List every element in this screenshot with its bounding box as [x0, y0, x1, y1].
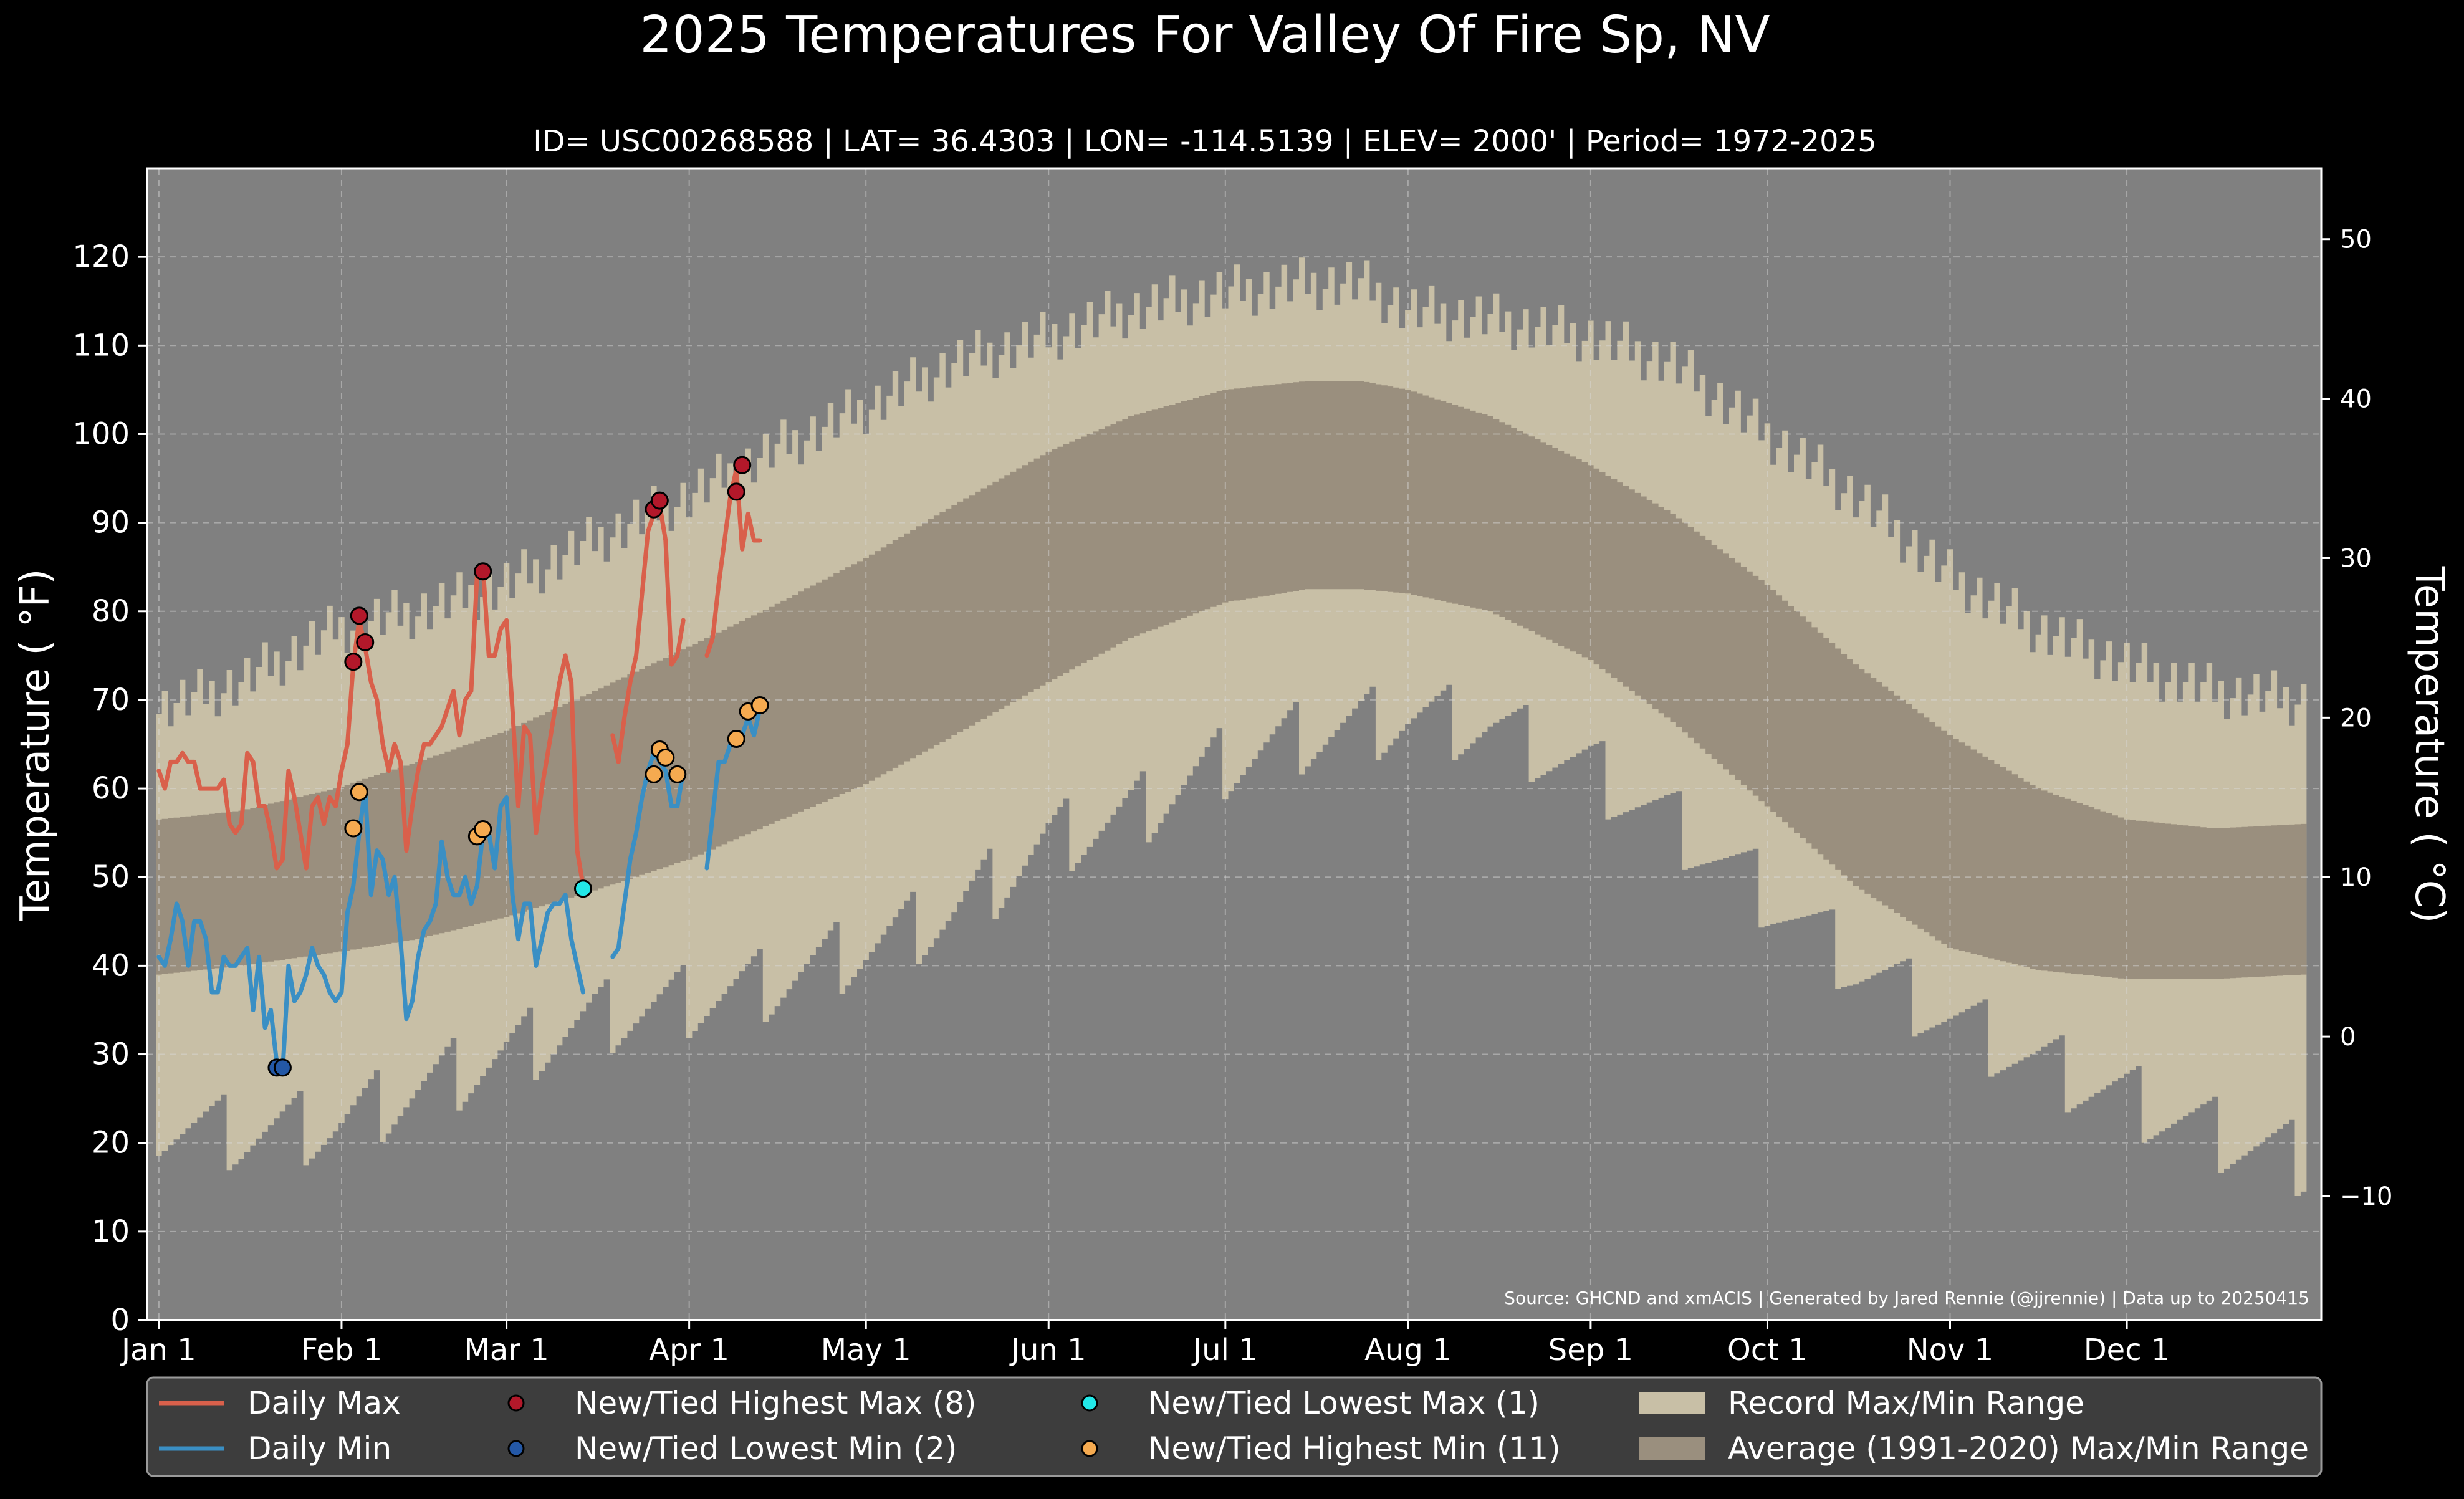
- record-point: [344, 653, 363, 671]
- record-point: [273, 1058, 292, 1077]
- legend-label: New/Tied Highest Max (8): [575, 1385, 977, 1421]
- y-tick-label: 80: [92, 594, 130, 629]
- legend-patch-swatch: [1639, 1392, 1705, 1414]
- y-tick-label-right: 50: [2340, 226, 2372, 254]
- y-tick-label-right: −10: [2340, 1182, 2392, 1211]
- y-tick-label-right: 10: [2340, 863, 2372, 892]
- plot-area: 0 10 20 30 40 50 60 70 80 90 100 110 120 −10 0 10 20 30 40…: [72, 167, 2392, 1367]
- y-tick-label: 100: [72, 416, 130, 451]
- x-tick-label: Nov 1: [1907, 1333, 1993, 1367]
- record-point: [573, 879, 592, 898]
- series-line: [610, 502, 686, 764]
- legend-box: [146, 1376, 2323, 1477]
- legend-label: Record Max/Min Range: [1728, 1385, 2084, 1421]
- record-point: [350, 783, 368, 802]
- legend-patch-swatch: [1639, 1437, 1705, 1460]
- y-axis-label-right: Temperature ( °C): [2406, 566, 2452, 924]
- y-tick-label: 70: [92, 682, 130, 717]
- series-line: [156, 786, 585, 1075]
- record-point: [668, 765, 687, 783]
- record-point: [645, 765, 663, 783]
- y-axis-label-left: Temperature ( °F): [12, 569, 59, 922]
- x-tick-label: Oct 1: [1727, 1333, 1808, 1367]
- x-tick-label: Jun 1: [1009, 1333, 1086, 1367]
- x-tick-label: Dec 1: [2084, 1333, 2170, 1367]
- y-tick-label-right: 20: [2340, 704, 2372, 732]
- record-point: [650, 491, 669, 510]
- legend: Daily Max Daily Min New/Tied Highest Max (…: [146, 1376, 2323, 1477]
- legend-dot-swatch: [507, 1394, 525, 1412]
- plot-frame: [146, 167, 2323, 1321]
- legend-label: Average (1991-2020) Max/Min Range: [1728, 1430, 2309, 1467]
- record-point: [727, 482, 745, 501]
- x-tick-label: Feb 1: [301, 1333, 383, 1367]
- legend-dot-swatch: [1081, 1440, 1098, 1457]
- average-range-band: [156, 381, 2307, 979]
- record-point: [727, 729, 745, 748]
- record-point: [656, 748, 675, 767]
- y-tick-label: 50: [92, 860, 130, 894]
- x-tick-label: Aug 1: [1364, 1333, 1452, 1367]
- chart-title: 2025 Temperatures For Valley Of Fire Sp,…: [640, 6, 1770, 65]
- x-tick-label: Sep 1: [1548, 1333, 1633, 1367]
- legend-dot-swatch: [507, 1440, 525, 1457]
- source-note: Source: GHCND and xmACIS | Generated by …: [1504, 1288, 2309, 1308]
- legend-dot-swatch: [1081, 1394, 1098, 1412]
- legend-label: New/Tied Lowest Max (1): [1148, 1385, 1540, 1421]
- record-point: [733, 456, 752, 474]
- legend-label: New/Tied Highest Min (11): [1148, 1430, 1561, 1467]
- y-tick-label: 60: [92, 771, 130, 806]
- x-tick-label: Apr 1: [649, 1333, 729, 1367]
- y-tick-label: 30: [92, 1037, 130, 1072]
- legend-label: New/Tied Lowest Min (2): [575, 1430, 957, 1467]
- legend-label: Daily Max: [247, 1385, 401, 1421]
- y-tick-label: 10: [92, 1214, 130, 1249]
- x-tick-label: Mar 1: [464, 1333, 549, 1367]
- record-point: [356, 633, 375, 652]
- series-line: [156, 565, 585, 888]
- x-tick-label: May 1: [821, 1333, 911, 1367]
- y-tick-label: 110: [72, 328, 130, 363]
- legend-label: Daily Min: [247, 1430, 391, 1467]
- x-tick-label: Jan 1: [120, 1333, 196, 1367]
- record-point: [750, 696, 769, 714]
- y-tick-label: 0: [110, 1303, 130, 1338]
- record-point: [344, 819, 363, 838]
- y-tick-label-right: 30: [2340, 544, 2372, 573]
- series-line: [704, 467, 762, 658]
- record-range-band: [156, 257, 2307, 1197]
- x-tick-label: Jul 1: [1191, 1333, 1258, 1367]
- record-point: [474, 820, 492, 838]
- y-tick-label: 120: [72, 239, 130, 274]
- record-point: [474, 562, 492, 581]
- record-point: [350, 606, 368, 625]
- chart-subtitle: ID= USC00268588 | LAT= 36.4303 | LON= -1…: [533, 124, 1876, 159]
- y-tick-label: 40: [92, 948, 130, 983]
- y-tick-label: 20: [92, 1126, 130, 1161]
- y-tick-label-right: 40: [2340, 385, 2372, 414]
- y-tick-label-right: 0: [2340, 1023, 2356, 1051]
- y-tick-label: 90: [92, 505, 130, 540]
